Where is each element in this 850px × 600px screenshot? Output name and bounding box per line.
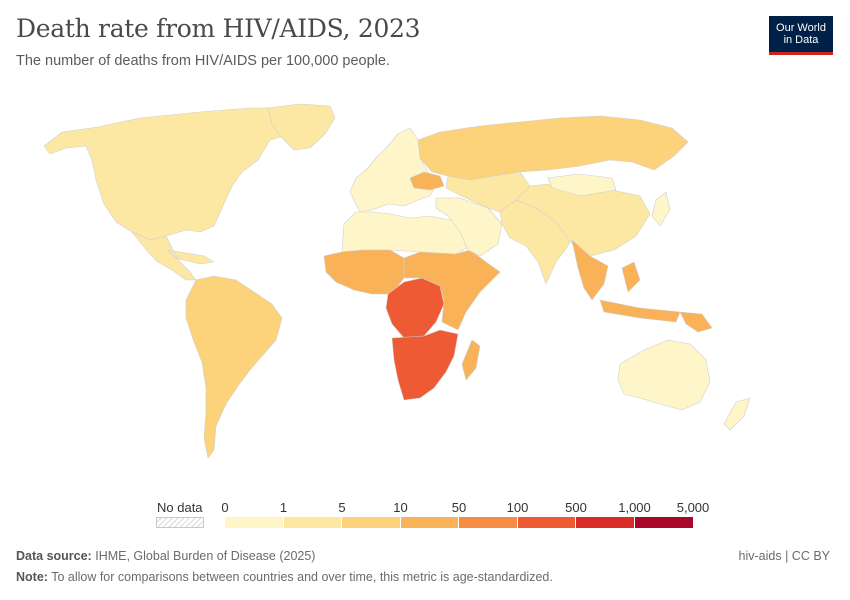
- legend-bin[interactable]: [342, 517, 401, 528]
- map-region[interactable]: Australia: [617, 339, 711, 411]
- legend-no-data-swatch: [156, 517, 204, 528]
- map-region[interactable]: Central Africa: [385, 277, 445, 339]
- source-text[interactable]: IHME, Global Burden of Disease (2025): [95, 549, 316, 563]
- logo-line-2: in Data: [783, 34, 819, 46]
- note-text: To allow for comparisons between countri…: [51, 570, 553, 584]
- map-region[interactable]: Russia: [417, 115, 689, 181]
- legend-bin[interactable]: [459, 517, 518, 528]
- legend-tick-label: 1,000: [618, 500, 651, 515]
- legend-tick-label: 0: [221, 500, 229, 515]
- legend-tick-label: 500: [565, 500, 587, 515]
- credit-text[interactable]: hiv-aids | CC BY: [738, 549, 830, 563]
- world-map: North America Greenland Central America …: [43, 103, 751, 459]
- legend-tick-label: 1: [279, 500, 288, 515]
- map-region[interactable]: Ukraine: [409, 171, 445, 191]
- legend-tick-label: 5: [338, 500, 346, 515]
- legend-tick-label: 50: [451, 500, 467, 515]
- legend-bin[interactable]: [634, 517, 693, 528]
- map-region[interactable]: North America: [43, 107, 301, 241]
- note-label: Note:: [16, 570, 48, 584]
- map-region[interactable]: Mongolia: [547, 173, 617, 197]
- data-source-line: Data source: IHME, Global Burden of Dise…: [16, 549, 315, 563]
- map-region[interactable]: Greenland: [267, 103, 336, 151]
- owid-logo[interactable]: Our World in Data: [769, 16, 833, 55]
- map-legend: No data 0 1 5 10 50 100 500 1,000 5,000: [0, 495, 850, 535]
- map-region[interactable]: Japan: [651, 191, 671, 227]
- legend-tick-label: 5,000: [676, 500, 710, 515]
- map-region[interactable]: Papua New Guinea: [679, 311, 713, 333]
- chart-subtitle: The number of deaths from HIV/AIDS per 1…: [16, 53, 390, 69]
- legend-bin[interactable]: [517, 517, 576, 528]
- map-region[interactable]: Central America: [131, 231, 215, 281]
- legend-bin[interactable]: [400, 517, 459, 528]
- legend-bin[interactable]: [283, 517, 342, 528]
- map-region[interactable]: New Zealand: [723, 397, 751, 431]
- map-region[interactable]: Middle East: [435, 197, 503, 257]
- legend-tick-label: 10: [393, 500, 408, 515]
- legend-bin[interactable]: [225, 517, 284, 528]
- legend-bin[interactable]: [576, 517, 635, 528]
- map-region[interactable]: Southern Africa: [391, 329, 459, 401]
- legend-tick-label: 100: [506, 500, 529, 515]
- legend-no-data-label: No data: [157, 500, 203, 515]
- map-region[interactable]: East Africa: [403, 249, 501, 331]
- source-label: Data source:: [16, 549, 92, 563]
- note-line: Note: To allow for comparisons between c…: [16, 570, 553, 584]
- map-region[interactable]: Madagascar: [461, 339, 481, 381]
- map-region[interactable]: West Africa: [323, 249, 405, 295]
- chart-title: Death rate from HIV/AIDS, 2023: [16, 14, 421, 43]
- logo-line-1: Our World: [776, 22, 826, 34]
- map-region[interactable]: South America: [185, 275, 283, 459]
- map-region[interactable]: Europe: [349, 127, 437, 213]
- map-region[interactable]: Southeast Asia: [571, 239, 681, 323]
